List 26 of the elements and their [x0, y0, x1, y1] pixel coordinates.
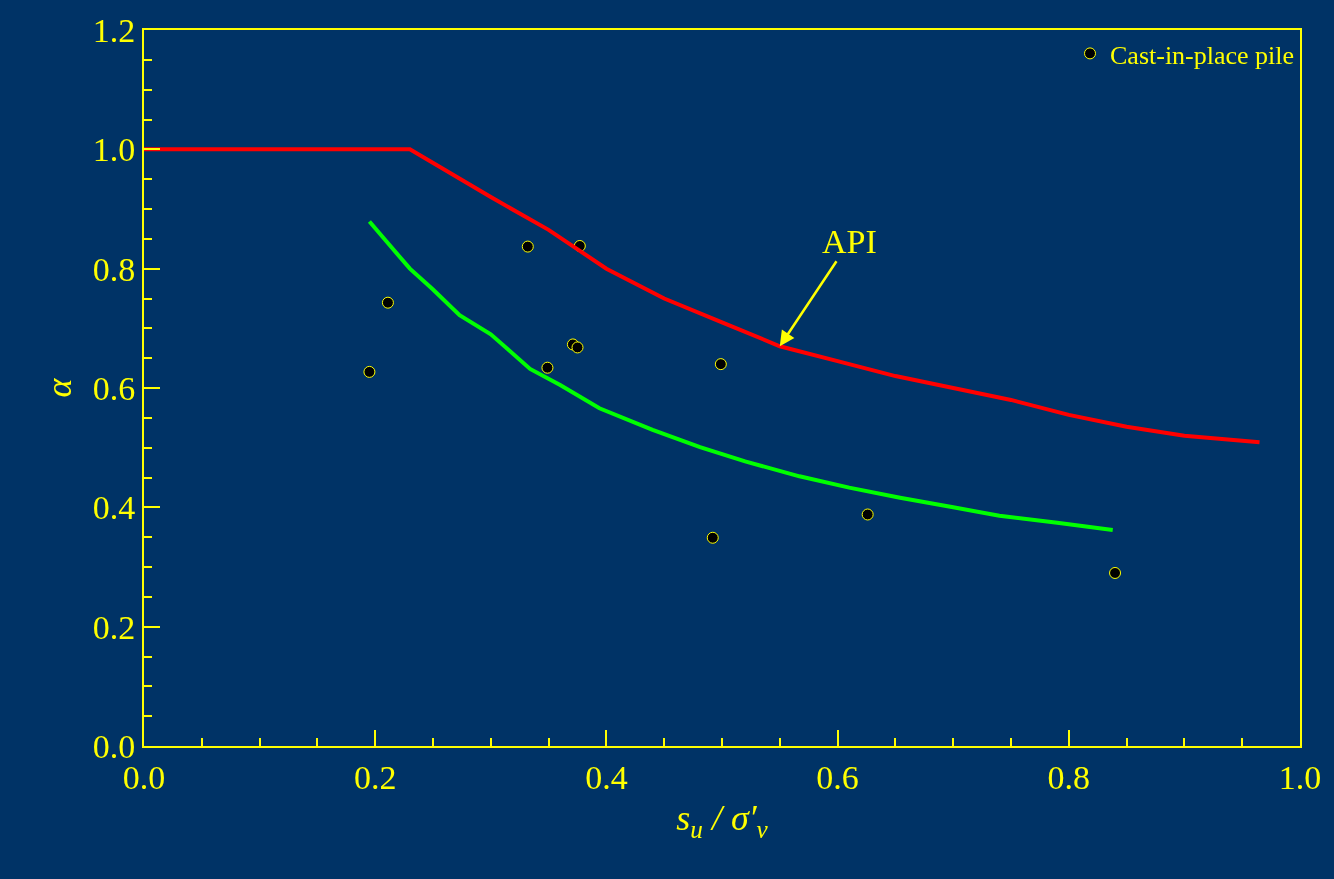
y-tick-label: 1.2	[92, 11, 136, 49]
point	[1109, 566, 1122, 579]
y-tick-label: 0.8	[92, 250, 136, 288]
x-tick-label: 0.8	[1047, 758, 1091, 796]
legend-label: Cast-in-place pile	[1110, 40, 1295, 70]
x-axis-title: s$_{u}$ / σ′$_{v}$	[676, 798, 769, 843]
x-tick-label: 0.2	[353, 758, 397, 796]
point	[541, 361, 554, 374]
y-tick-label: 0.2	[92, 608, 136, 646]
line-series	[144, 147, 1262, 445]
point	[521, 240, 534, 253]
point	[571, 341, 584, 354]
y-tick-label: 1.0	[92, 131, 136, 169]
point	[706, 531, 719, 544]
line-series	[367, 219, 1115, 533]
y-tick-label: 0.4	[92, 489, 136, 527]
point	[714, 358, 727, 371]
x-tick-label: 1.0	[1278, 758, 1322, 796]
point	[363, 365, 376, 378]
y-axis-title: α	[39, 377, 80, 398]
point	[861, 508, 874, 521]
x-tick-label: 0.4	[585, 758, 628, 796]
x-tick-label: 0.6	[816, 758, 859, 796]
point	[381, 296, 394, 309]
y-tick-label: 0.6	[92, 369, 136, 407]
annotation: API	[822, 223, 877, 260]
